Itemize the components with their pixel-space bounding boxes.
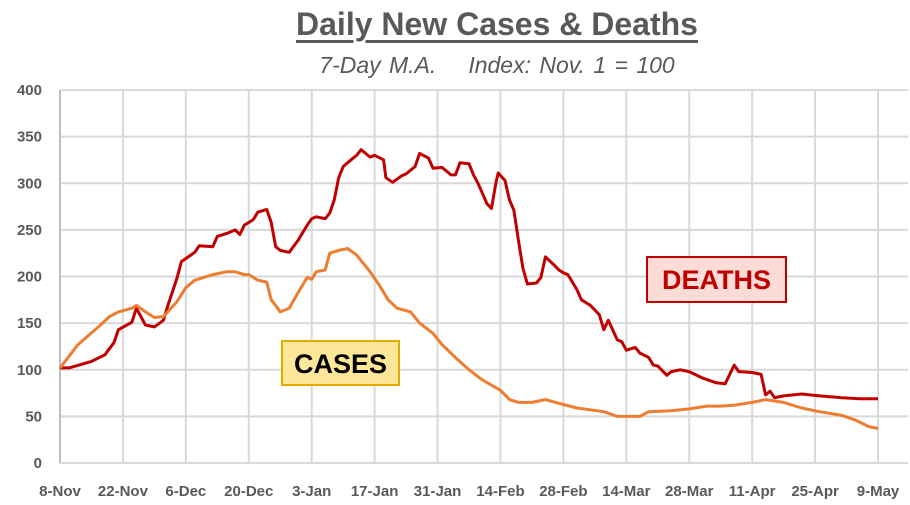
x-tick-label: 31-Jan (414, 483, 462, 500)
y-tick-label: 400 (17, 82, 42, 99)
y-tick-label: 0 (34, 455, 42, 472)
x-tick-label: 3-Jan (292, 483, 331, 500)
cases-line (58, 247, 879, 430)
cases-annotation: CASES (281, 340, 400, 386)
x-tick-label: 20-Dec (224, 483, 273, 500)
x-tick-label: 11-Apr (729, 483, 776, 500)
x-tick-label: 28-Feb (539, 483, 587, 500)
subtitle-index: Index: Nov. 1 = 100 (468, 52, 675, 78)
x-tick-label: 6-Dec (165, 483, 206, 500)
y-tick-label: 150 (17, 315, 42, 332)
x-tick-label: 25-Apr (791, 483, 839, 500)
x-tick-label: 28-Mar (665, 483, 714, 500)
x-axis-ticks: 8-Nov 22-Nov 6-Dec 20-Dec 3-Jan 17-Jan 31-Jan 1… (39, 483, 900, 500)
x-tick-label: 9-May (857, 483, 900, 500)
y-tick-label: 100 (17, 362, 42, 379)
y-tick-label: 350 (17, 129, 42, 146)
chart-title: Daily New Cases & Deaths (296, 6, 698, 42)
chart-subtitle: 7-Day M.A. Index: Nov. 1 = 100 (0, 52, 910, 79)
deaths-annotation: DEATHS (646, 256, 787, 303)
x-tick-label: 8-Nov (39, 483, 81, 500)
series-lines (58, 148, 879, 430)
y-tick-label: 250 (17, 222, 42, 239)
subtitle-moving-average: 7-Day M.A. (319, 52, 437, 78)
deaths-line (60, 148, 878, 401)
x-tick-label: 17-Jan (351, 483, 399, 500)
x-tick-label: 22-Nov (98, 483, 149, 500)
y-tick-label: 300 (17, 175, 42, 192)
x-tick-label: 14-Feb (476, 483, 524, 500)
y-axis-ticks: 0 50 100 150 200 250 300 350 400 (17, 82, 42, 472)
y-tick-label: 200 (17, 269, 42, 286)
x-tick-label: 14-Mar (602, 483, 651, 500)
y-tick-label: 50 (25, 408, 42, 425)
